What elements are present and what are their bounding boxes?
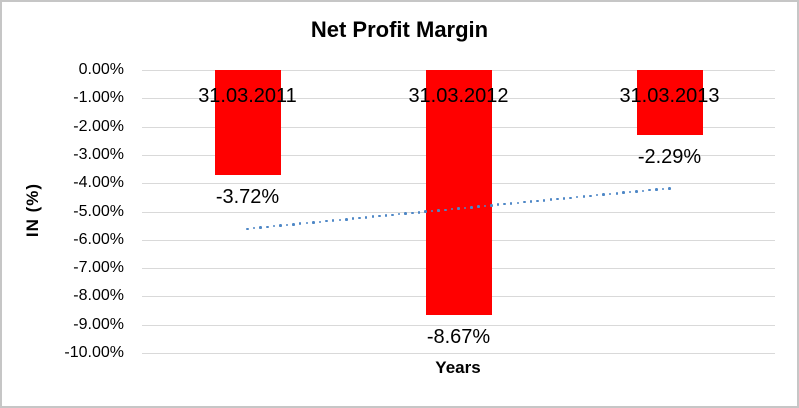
trendline-dot <box>615 192 619 195</box>
trendline-dot <box>503 202 506 206</box>
trendline-dot <box>285 223 289 227</box>
y-axis-tick-label: -5.00% <box>73 202 124 220</box>
trendline-dot <box>338 218 342 222</box>
trendline-dot <box>542 199 546 202</box>
trendline-dot <box>246 227 249 231</box>
trendline-dot <box>404 212 407 215</box>
y-axis-tick-label: -7.00% <box>73 259 124 277</box>
trendline-dot <box>305 221 309 225</box>
trendline-dot <box>655 188 658 191</box>
bar-31.03.2012 <box>425 70 492 316</box>
trendline-dot <box>351 217 355 220</box>
trendline-dot <box>536 199 539 203</box>
trendline-dot <box>608 192 612 196</box>
trendline-dot <box>378 214 381 218</box>
trendline-dot <box>331 219 335 222</box>
trendline-dot <box>450 207 454 211</box>
trendline-dot <box>384 214 388 217</box>
trendline-dot <box>556 197 559 201</box>
y-axis-tick-label: -10.00% <box>64 344 124 361</box>
chart-title: Net Profit Margin <box>310 17 489 42</box>
trendline-dot <box>483 204 487 208</box>
y-axis-tick-label: 0.00% <box>78 61 124 78</box>
trendline-dot <box>430 209 434 213</box>
trendline-dot <box>457 207 460 210</box>
trendline-dot <box>391 213 394 217</box>
y-axis-tick-label: -4.00% <box>73 174 124 192</box>
trendline-dot <box>424 210 427 213</box>
trendline-dot <box>272 224 276 228</box>
category-label: 31.03.2013 <box>619 85 720 107</box>
trendline-dot <box>470 206 473 209</box>
trendline-dot <box>549 198 553 201</box>
y-axis-tick-label: -3.00% <box>73 145 124 163</box>
trendline-dot <box>582 195 586 198</box>
trendline-dot <box>298 222 302 225</box>
trendline-dot <box>292 223 295 226</box>
data-label: -3.72% <box>215 186 280 209</box>
trendline-dot <box>648 188 651 192</box>
trendline-dot <box>496 203 500 206</box>
gridline <box>142 353 775 354</box>
trendline-dot <box>523 200 526 204</box>
bar-31.03.2011 <box>214 70 281 176</box>
trendline-dot <box>569 196 572 200</box>
trendline-dot <box>345 218 348 221</box>
trendline-dot <box>312 221 315 224</box>
trendline-dot <box>371 215 375 218</box>
trendline-dot <box>628 190 632 194</box>
trendline-dot <box>575 195 579 199</box>
y-axis-tick-label: -1.00% <box>73 89 124 107</box>
trendline-dot <box>516 201 520 205</box>
trendline-dot <box>490 204 493 207</box>
trendline-dot <box>668 187 671 190</box>
trendline-dot <box>641 189 645 193</box>
data-label: -2.29% <box>637 145 702 168</box>
trendline-dot <box>364 216 368 219</box>
trendline-dot <box>529 200 533 203</box>
trendline-dot <box>595 193 599 197</box>
category-label: 31.03.2011 <box>198 85 297 107</box>
trendline-dot <box>562 197 566 200</box>
trendline-dot <box>602 193 605 196</box>
trendline-dot <box>437 209 440 212</box>
trendline-dot <box>259 226 262 229</box>
trendline-dot <box>411 211 414 215</box>
x-axis-title: Years <box>435 358 481 377</box>
trendline-dot <box>589 194 592 198</box>
trendline-dot <box>279 224 282 227</box>
y-axis-tick-label: -9.00% <box>73 315 124 333</box>
trendline-dot <box>417 211 421 214</box>
gridline <box>142 325 775 326</box>
trendline-dot <box>444 208 447 212</box>
trendline-dot <box>325 219 328 223</box>
trendline-dot <box>509 202 513 205</box>
category-label: 31.03.2012 <box>408 85 509 107</box>
trendline-dot <box>358 216 361 220</box>
trendline-dot <box>318 220 322 224</box>
trendline-dot <box>622 191 625 194</box>
y-axis-tick-label: -6.00% <box>73 230 124 248</box>
trendline-dot <box>266 225 269 229</box>
trendline-dot <box>397 212 401 216</box>
trendline-dot <box>252 226 256 230</box>
bar-31.03.2013 <box>636 70 703 135</box>
trendline-dot <box>635 190 638 193</box>
data-label: -8.67% <box>426 326 491 349</box>
trendline-dot <box>477 205 480 208</box>
trendline-dot <box>661 187 665 191</box>
trendline-dot <box>463 206 467 210</box>
y-axis-tick-label: -8.00% <box>73 287 124 305</box>
y-axis-tick-label: -2.00% <box>73 117 124 135</box>
